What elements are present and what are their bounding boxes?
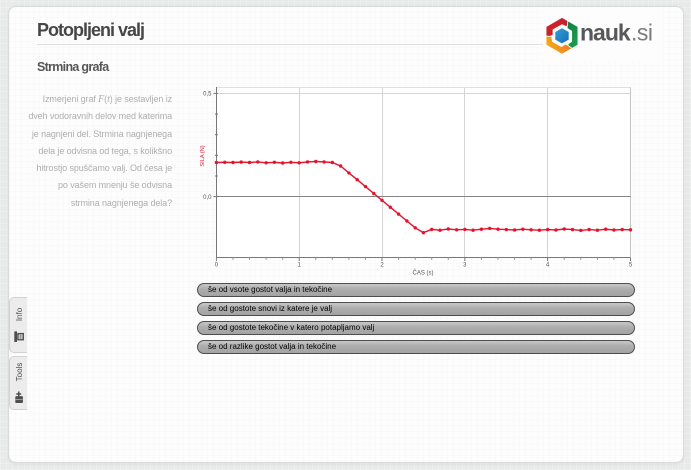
svg-text:ČAS (s): ČAS (s) [413,270,434,277]
svg-text:SILA (N): SILA (N) [200,145,206,166]
svg-text:0,5: 0,5 [203,92,212,98]
svg-text:5: 5 [629,263,633,269]
svg-text:4: 4 [546,263,550,269]
svg-text:1: 1 [298,263,302,269]
svg-text:0: 0 [215,263,219,269]
svg-text:0,0: 0,0 [203,195,212,201]
svg-text:3: 3 [463,263,467,269]
svg-text:nauk: nauk [580,20,631,46]
svg-text:.si: .si [631,20,653,46]
svg-text:2: 2 [380,263,384,269]
